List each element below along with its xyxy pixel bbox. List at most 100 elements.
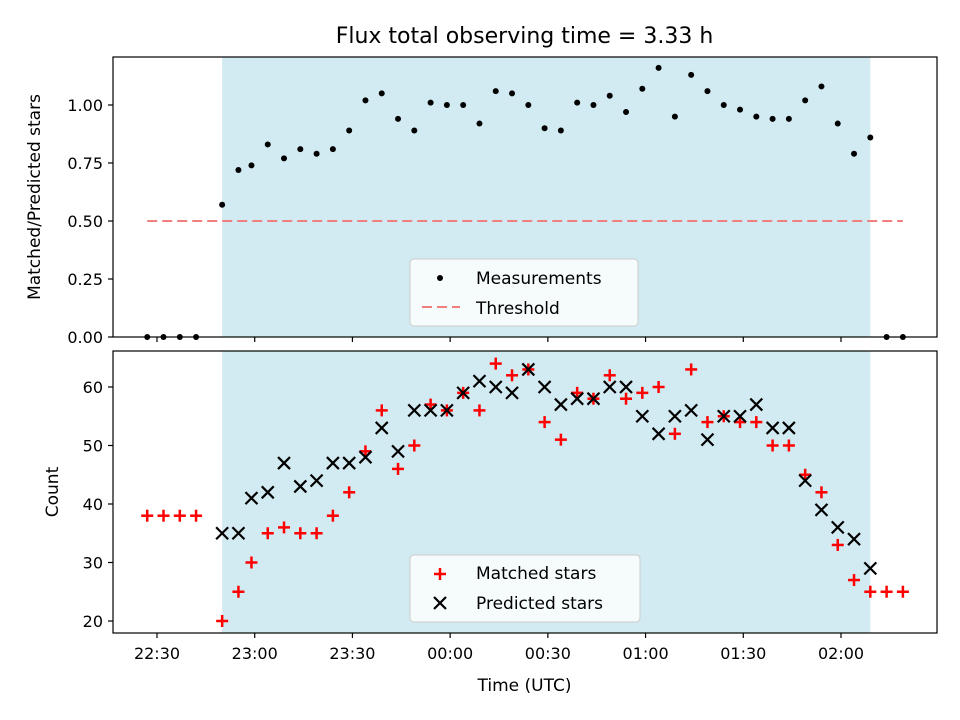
matched-star-point — [766, 439, 779, 452]
matched-star-point — [782, 439, 795, 452]
measurement-point — [851, 150, 858, 157]
top-y-tick-label: 0.00 — [67, 328, 103, 347]
matched-star-point — [173, 509, 186, 522]
predicted-stars-points — [215, 362, 878, 576]
x-stroke — [391, 444, 405, 459]
predicted-star-point — [277, 456, 291, 470]
predicted-star-point — [293, 479, 308, 494]
predicted-star-point — [570, 391, 584, 406]
matched-star-point — [157, 509, 170, 522]
matched-star-point — [294, 527, 307, 540]
legend-predicted-label: Predicted stars — [476, 594, 603, 614]
matched-star-point — [310, 527, 323, 540]
measurement-point — [671, 113, 678, 120]
x-stroke — [847, 532, 861, 546]
bottom-y-tick-label: 40 — [83, 495, 103, 514]
measurement-point — [395, 115, 402, 122]
bottom-y-axis: 20 30 40 50 60 — [83, 378, 113, 631]
measurement-point — [411, 127, 418, 134]
matched-star-point — [750, 416, 763, 429]
measurement-point — [704, 88, 711, 95]
predicted-star-point — [231, 526, 246, 541]
measurement-point — [639, 85, 646, 92]
predicted-star-point — [260, 485, 275, 500]
x-stroke — [554, 397, 568, 412]
matched-star-point — [232, 585, 245, 598]
bottom-y-tick-label: 60 — [83, 378, 103, 397]
x-stroke — [765, 421, 780, 435]
x-stroke — [798, 473, 812, 488]
x-stroke — [407, 403, 422, 418]
x-tick-label: 01:30 — [720, 644, 766, 663]
predicted-star-point — [619, 380, 633, 394]
measurement-point — [329, 146, 336, 153]
matched-star-point — [506, 369, 519, 382]
top-y-tick-label: 0.75 — [67, 154, 103, 173]
predicted-star-point — [391, 444, 405, 459]
predicted-star-point — [554, 397, 568, 412]
measurement-point — [737, 106, 744, 113]
matched-star-point — [685, 363, 698, 376]
x-stroke — [651, 427, 666, 441]
predicted-star-point — [358, 450, 373, 464]
bottom-panel: 20 30 40 50 60 22:30 23:00 23:30 00:00 00:30 01:0… — [43, 350, 938, 696]
predicted-star-point — [309, 473, 324, 488]
matched-star-point — [799, 468, 812, 481]
x-tick-label: 23:30 — [329, 644, 375, 663]
matched-star-point — [831, 538, 844, 551]
bottom-y-tick-label: 20 — [83, 612, 103, 631]
measurement-point — [281, 155, 288, 162]
predicted-star-point — [733, 409, 747, 424]
x-stroke — [782, 421, 796, 435]
measurement-point — [623, 108, 630, 115]
matched-star-point — [864, 585, 877, 598]
measurement-point — [574, 99, 581, 106]
predicted-star-point — [716, 409, 731, 424]
matched-star-point — [554, 433, 567, 446]
matched-star-point — [734, 416, 747, 429]
predicted-star-point — [765, 421, 780, 435]
bottom-plot-frame — [112, 350, 938, 634]
predicted-star-point — [684, 403, 698, 418]
predicted-star-point — [586, 391, 601, 406]
matched-star-point — [375, 404, 388, 417]
legend-matched-marker — [434, 568, 446, 580]
x-stroke — [619, 380, 633, 394]
x-stroke — [863, 561, 878, 576]
matched-star-point — [815, 486, 828, 499]
predicted-star-point — [423, 403, 438, 418]
x-stroke — [668, 409, 682, 424]
x-stroke — [733, 409, 747, 424]
predicted-star-point — [342, 456, 356, 470]
top-y-axis: 0.00 0.25 0.50 0.75 1.00 — [67, 96, 113, 347]
x-stroke — [244, 491, 259, 505]
x-stroke — [374, 421, 389, 435]
predicted-star-point — [521, 362, 536, 377]
x-tick-label: 23:00 — [232, 644, 278, 663]
legend-predicted-marker — [433, 596, 447, 610]
matched-star-point — [278, 521, 291, 534]
predicted-star-point — [505, 386, 519, 400]
legend-matched-label: Matched stars — [476, 564, 596, 584]
measurement-point — [219, 201, 226, 208]
x-stroke — [749, 397, 764, 412]
x-stroke — [260, 485, 275, 500]
x-stroke — [309, 473, 324, 488]
measurement-point — [346, 127, 353, 134]
top-panel: 0.00 0.25 0.50 0.75 1.00 Matched/Predicted s… — [25, 56, 938, 347]
top-plot-frame — [112, 56, 938, 338]
matched-star-point — [848, 574, 861, 587]
predicted-star-point — [814, 503, 829, 517]
x-stroke — [537, 380, 552, 394]
x-stroke — [293, 479, 308, 494]
x-stroke — [358, 450, 373, 464]
x-stroke — [570, 391, 584, 406]
predicted-star-point — [635, 409, 650, 424]
matched-star-point — [668, 427, 681, 440]
matched-star-point — [190, 509, 203, 522]
top-y-tick-label: 0.25 — [67, 270, 103, 289]
x-stroke — [505, 386, 519, 400]
matched-star-point — [326, 509, 339, 522]
measurement-point — [557, 127, 564, 134]
